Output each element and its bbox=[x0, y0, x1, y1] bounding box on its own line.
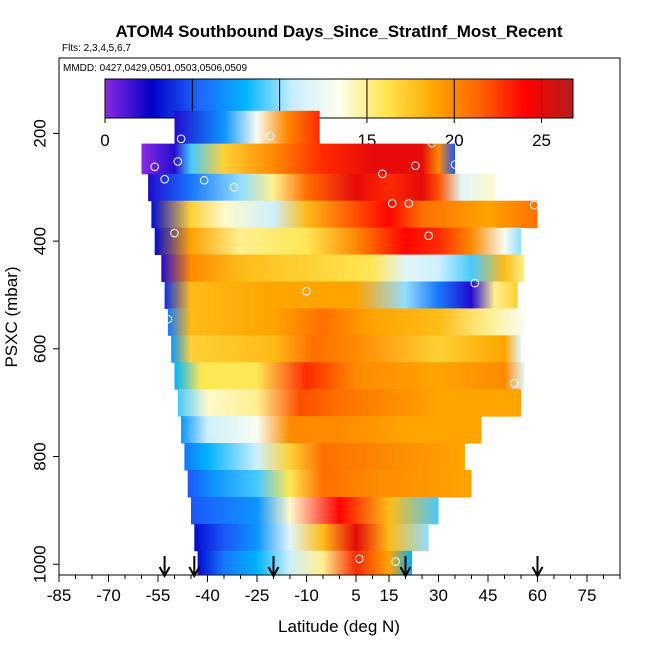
y-tick-label-200: 200 bbox=[30, 119, 49, 147]
x-tick-label-15: 15 bbox=[380, 586, 399, 605]
data-point-0 bbox=[176, 134, 186, 144]
data-point-9 bbox=[411, 161, 420, 171]
flight-arrow-1 bbox=[188, 556, 201, 579]
heatmap-row-650 bbox=[174, 362, 525, 390]
heatmap-row-450 bbox=[161, 254, 525, 282]
chart-subtitle: Flts: 2,3,4,5,6,7 bbox=[62, 43, 131, 54]
heatmap-row-188 bbox=[174, 110, 320, 145]
heatmap-row-800 bbox=[184, 443, 465, 471]
heatmap-row-300 bbox=[148, 173, 495, 202]
data-point-4 bbox=[160, 174, 169, 184]
data-point-17 bbox=[470, 278, 480, 288]
x-axis: -85 -70 -55 -40 -25 -10 5 15 30 45 60 75 bbox=[47, 575, 621, 605]
x-tick-label-30: 30 bbox=[429, 586, 448, 605]
x-tick-label--55: -55 bbox=[146, 586, 171, 605]
flight-arrow-4 bbox=[531, 556, 544, 579]
data-point-15 bbox=[170, 228, 179, 238]
data-point-11 bbox=[450, 160, 460, 169]
x-tick-label--10: -10 bbox=[294, 586, 319, 605]
data-point-14 bbox=[529, 200, 539, 210]
data-point-6 bbox=[229, 182, 239, 192]
data-point-2 bbox=[110, 156, 120, 165]
x-tick-label--40: -40 bbox=[195, 586, 220, 605]
data-point-16 bbox=[424, 231, 433, 241]
heatmap-row-700 bbox=[177, 389, 522, 417]
heatmap-rows bbox=[141, 110, 538, 575]
x-tick-label--25: -25 bbox=[245, 586, 270, 605]
flight-arrow-0 bbox=[158, 556, 171, 579]
heatmap-row-1000 bbox=[197, 550, 413, 575]
data-point-7 bbox=[265, 131, 275, 141]
x-axis-label: Latitude (deg N) bbox=[278, 617, 400, 636]
data-points bbox=[110, 131, 539, 571]
chart-title: ATOM4 Southbound Days_Since_StratInf_Mos… bbox=[115, 22, 562, 41]
x-tick-label-60: 60 bbox=[528, 586, 547, 605]
y-axis: 200 400 600 800 1000 bbox=[30, 119, 59, 583]
data-point-22 bbox=[355, 554, 364, 564]
y-axis-label: PSXC (mbar) bbox=[2, 266, 21, 367]
heatmap-row-500 bbox=[164, 281, 518, 309]
heatmap-row-250 bbox=[141, 143, 455, 175]
data-point-20 bbox=[510, 378, 519, 388]
x-tick-label--85: -85 bbox=[47, 586, 72, 605]
data-point-8 bbox=[378, 169, 387, 179]
data-point-5 bbox=[199, 175, 209, 185]
data-point-19 bbox=[163, 314, 173, 324]
data-point-10 bbox=[427, 138, 437, 148]
heatmap-row-900 bbox=[191, 496, 439, 525]
x-tick-label-5: 5 bbox=[351, 586, 360, 605]
y-tick-label-1000: 1000 bbox=[30, 545, 49, 583]
heatmap-row-350 bbox=[151, 200, 538, 229]
heatmap-row-600 bbox=[171, 335, 521, 363]
data-point-1 bbox=[173, 157, 183, 166]
heatmap-row-550 bbox=[167, 308, 525, 336]
y-tick-label-600: 600 bbox=[30, 335, 49, 363]
x-tick-label--70: -70 bbox=[96, 586, 121, 605]
colorbar-tick-label-0: 0 bbox=[100, 131, 109, 150]
data-point-12 bbox=[388, 199, 397, 208]
colorbar-tick-label-5: 25 bbox=[532, 131, 551, 150]
data-point-18 bbox=[302, 286, 311, 296]
data-point-13 bbox=[404, 199, 414, 208]
heatmap-row-850 bbox=[187, 469, 472, 498]
x-tick-label-75: 75 bbox=[578, 586, 597, 605]
colorbar: 0510152025 bbox=[100, 78, 574, 150]
data-point-3 bbox=[150, 162, 159, 172]
data-point-23 bbox=[391, 557, 400, 566]
heatmap-row-950 bbox=[194, 523, 429, 552]
mmdd-annotation: MMDD: 0427,0429,0501,0503,0506,0509 bbox=[63, 63, 247, 74]
y-tick-label-400: 400 bbox=[30, 227, 49, 255]
heatmap-row-400 bbox=[154, 227, 521, 256]
x-tick-label-45: 45 bbox=[479, 586, 498, 605]
heatmap-row-750 bbox=[181, 416, 482, 444]
y-tick-label-800: 800 bbox=[30, 442, 49, 470]
data-point-21 bbox=[180, 561, 189, 571]
